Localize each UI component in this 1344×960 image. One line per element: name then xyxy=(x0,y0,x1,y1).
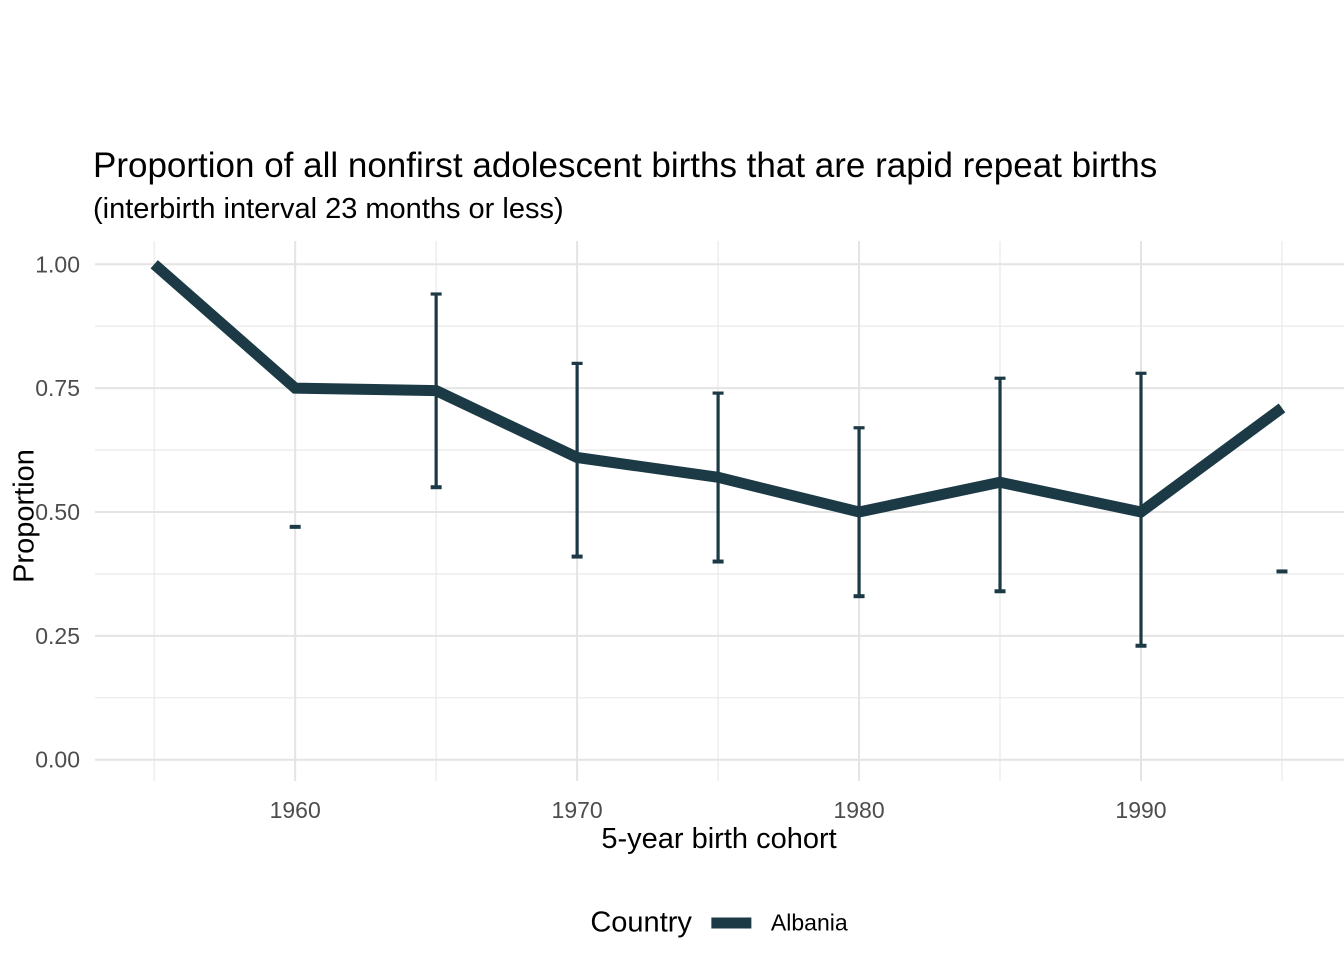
legend-entry-albania: Albania xyxy=(770,909,848,936)
legend-line-swatch xyxy=(710,917,751,929)
x-tick-label: 1970 xyxy=(552,797,603,823)
trend-line-albania xyxy=(150,260,1286,518)
y-tick-label: 0.50 xyxy=(35,499,80,525)
chart-title: Proportion of all nonfirst adolescent bi… xyxy=(93,146,1158,185)
x-tick-label: 1980 xyxy=(833,797,884,823)
x-tick-label: 1990 xyxy=(1115,797,1166,823)
x-axis-title: 5-year birth cohort xyxy=(601,823,837,855)
y-tick-label: 0.25 xyxy=(35,623,80,649)
legend: Country Albania xyxy=(590,907,847,940)
y-tick-label: 0.00 xyxy=(35,747,80,773)
legend-title: Country xyxy=(590,906,692,939)
chart-subtitle: (interbirth interval 23 months or less) xyxy=(93,193,564,225)
y-tick-label: 1.00 xyxy=(35,251,80,277)
x-tick-label: 1960 xyxy=(270,797,321,823)
y-axis-title: Proportion xyxy=(8,449,41,583)
y-tick-label: 0.75 xyxy=(35,375,80,401)
